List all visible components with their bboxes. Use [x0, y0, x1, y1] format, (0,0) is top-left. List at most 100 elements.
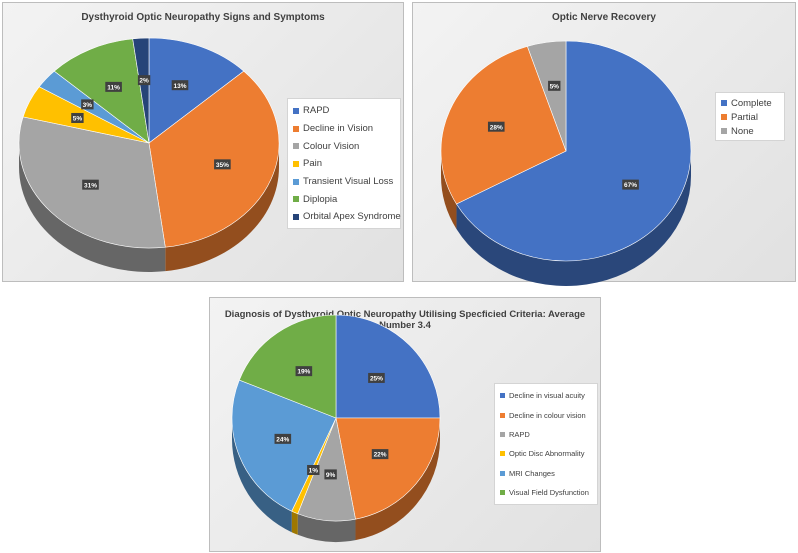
legend-label: Optic Disc Abnormality — [509, 449, 585, 459]
data-label-mri-changes: 24% — [274, 433, 292, 444]
legend-swatch — [721, 114, 727, 120]
data-label-decline-in-visual-acuity: 25% — [368, 372, 385, 383]
data-label-visual-field-dysfunction: 19% — [295, 366, 313, 377]
svg-text:9%: 9% — [326, 472, 336, 479]
legend-item-none: None — [721, 124, 784, 138]
legend-swatch — [500, 451, 505, 457]
svg-text:13%: 13% — [173, 83, 186, 90]
pie-side-rapd — [297, 513, 356, 542]
data-label-none: 5% — [548, 80, 561, 91]
svg-text:67%: 67% — [624, 182, 637, 189]
pie-side-mri-changes — [232, 418, 292, 533]
legend-label: Decline in colour vision — [509, 410, 586, 420]
pie-slice-mri-changes — [231, 379, 337, 512]
svg-text:31%: 31% — [84, 182, 97, 189]
legend-label: Decline in visual acuity — [509, 391, 585, 401]
pie-slice-rapd — [148, 37, 245, 144]
chart-panel-optic-nerve-recovery: Optic Nerve Recovery 67% 28% 5% Complete Pa… — [412, 2, 796, 286]
legend-swatch — [500, 470, 505, 476]
legend-item-rapd: RAPD — [500, 425, 597, 444]
chart-title: Optic Nerve Recovery — [552, 12, 656, 23]
svg-text:3%: 3% — [83, 102, 93, 109]
svg-text:22%: 22% — [374, 452, 387, 459]
legend-item-decline-in-visual-acuity: Decline in visual acuity — [500, 386, 597, 405]
legend-label: Decline in Vision — [303, 123, 374, 135]
svg-text:35%: 35% — [216, 162, 229, 169]
svg-text:1%: 1% — [309, 468, 319, 475]
svg-text:24%: 24% — [276, 436, 289, 443]
legend-label: Orbital Apex Syndrome — [303, 211, 401, 223]
pie-chart-signs-symptoms: 13% 35% 31% 5%3% 11% 2% — [18, 37, 280, 273]
data-label-decline-in-vision: 35% — [214, 159, 231, 170]
data-label-rapd: 13% — [171, 80, 189, 91]
pie-side-optic-disc-abnormality — [291, 511, 298, 535]
legend-item-decline-in-vision: Decline in Vision — [293, 120, 400, 138]
legend-item-rapd: RAPD — [293, 102, 400, 120]
legend-swatch — [293, 213, 299, 220]
legend-item-mri-changes: MRI Changes — [500, 464, 597, 483]
svg-text:2%: 2% — [139, 78, 149, 85]
pie-slice-decline-in-vision — [148, 70, 280, 248]
pie-slice-decline-in-visual-acuity — [335, 314, 441, 419]
chart-title: Dysthyroid Optic Neuropathy Signs and Sy… — [81, 12, 325, 23]
pie-slice-none — [526, 40, 567, 152]
pie-slice-decline-in-colour-vision — [335, 417, 441, 520]
svg-text:5%: 5% — [550, 83, 560, 90]
legend-swatch — [500, 490, 505, 496]
legend-item-decline-in-colour-vision: Decline in colour vision — [500, 405, 597, 424]
pie-side-colour-vision — [19, 143, 166, 273]
legend-item-complete: Complete — [721, 96, 784, 110]
legend-label: Visual Field Dysfunction — [509, 488, 589, 498]
pie-chart-optic-nerve-recovery: 67% 28% 5% — [440, 40, 692, 286]
svg-text:25%: 25% — [370, 376, 383, 383]
pie-side-walls — [232, 418, 440, 542]
legend-swatch — [293, 125, 299, 132]
data-label-partial: 28% — [487, 121, 505, 132]
data-label-decline-in-colour-vision: 22% — [371, 449, 389, 460]
legend: Decline in visual acuity Decline in colou… — [494, 383, 598, 506]
data-label-complete: 67% — [622, 179, 639, 190]
chart-panel-diagnosis-criteria: Diagnosis of Dysthyroid Optic Neuropathy… — [209, 297, 601, 552]
legend-label: RAPD — [509, 429, 530, 439]
pie-side-walls — [19, 143, 279, 273]
pie-side-partial — [441, 151, 457, 229]
chart-panel-signs-symptoms: Dysthyroid Optic Neuropathy Signs and Sy… — [2, 2, 404, 282]
legend-label: None — [731, 125, 754, 137]
legend-swatch — [293, 143, 299, 150]
pie-side-decline-in-vision — [165, 143, 279, 272]
legend-swatch — [500, 431, 505, 437]
legend-item-colour-vision: Colour Vision — [293, 137, 400, 155]
legend-label: Colour Vision — [303, 140, 360, 152]
svg-text:28%: 28% — [490, 124, 503, 131]
legend-label: Diplopia — [303, 193, 338, 205]
legend: RAPD Decline in Vision Colour Vision Pain Tr… — [287, 98, 401, 229]
svg-text:19%: 19% — [297, 369, 310, 376]
legend-label: RAPD — [303, 105, 330, 117]
legend-label: Complete — [731, 97, 772, 109]
data-label-transient-visual-loss: 3% — [81, 99, 94, 110]
legend-label: Transient Visual Loss — [303, 176, 394, 188]
data-label-colour-vision: 31% — [82, 179, 99, 190]
legend-label: Pain — [303, 158, 323, 170]
data-label-diplopia: 11% — [105, 81, 122, 92]
legend-item-partial: Partial — [721, 110, 784, 124]
legend-item-pain: Pain — [293, 155, 400, 173]
legend-item-optic-disc-abnormality: Optic Disc Abnormality — [500, 444, 597, 463]
legend-swatch — [721, 128, 727, 134]
legend-item-transient-visual-loss: Transient Visual Loss — [293, 173, 400, 191]
data-label-rapd: 9% — [324, 469, 337, 480]
pie-side-walls — [441, 151, 691, 286]
pie-slice-visual-field-dysfunction — [238, 314, 337, 419]
chart-title: Diagnosis of Dysthyroid Optic Neuropathy… — [224, 309, 586, 331]
svg-text:5%: 5% — [73, 116, 83, 123]
legend-label: Partial — [731, 111, 758, 123]
legend: Complete Partial None — [715, 92, 785, 141]
legend-swatch — [293, 107, 299, 114]
pie-chart-diagnosis-criteria: 25% 22% 9% 1% 24% 19% — [231, 314, 441, 542]
legend-swatch — [293, 160, 299, 167]
pie-slice-complete — [456, 40, 692, 262]
data-label-pain: 5% — [71, 112, 84, 123]
svg-text:11%: 11% — [107, 84, 120, 91]
data-label-optic-disc-abnormality: 1% — [307, 464, 320, 475]
pie-side-decline-in-colour-vision — [355, 418, 440, 541]
